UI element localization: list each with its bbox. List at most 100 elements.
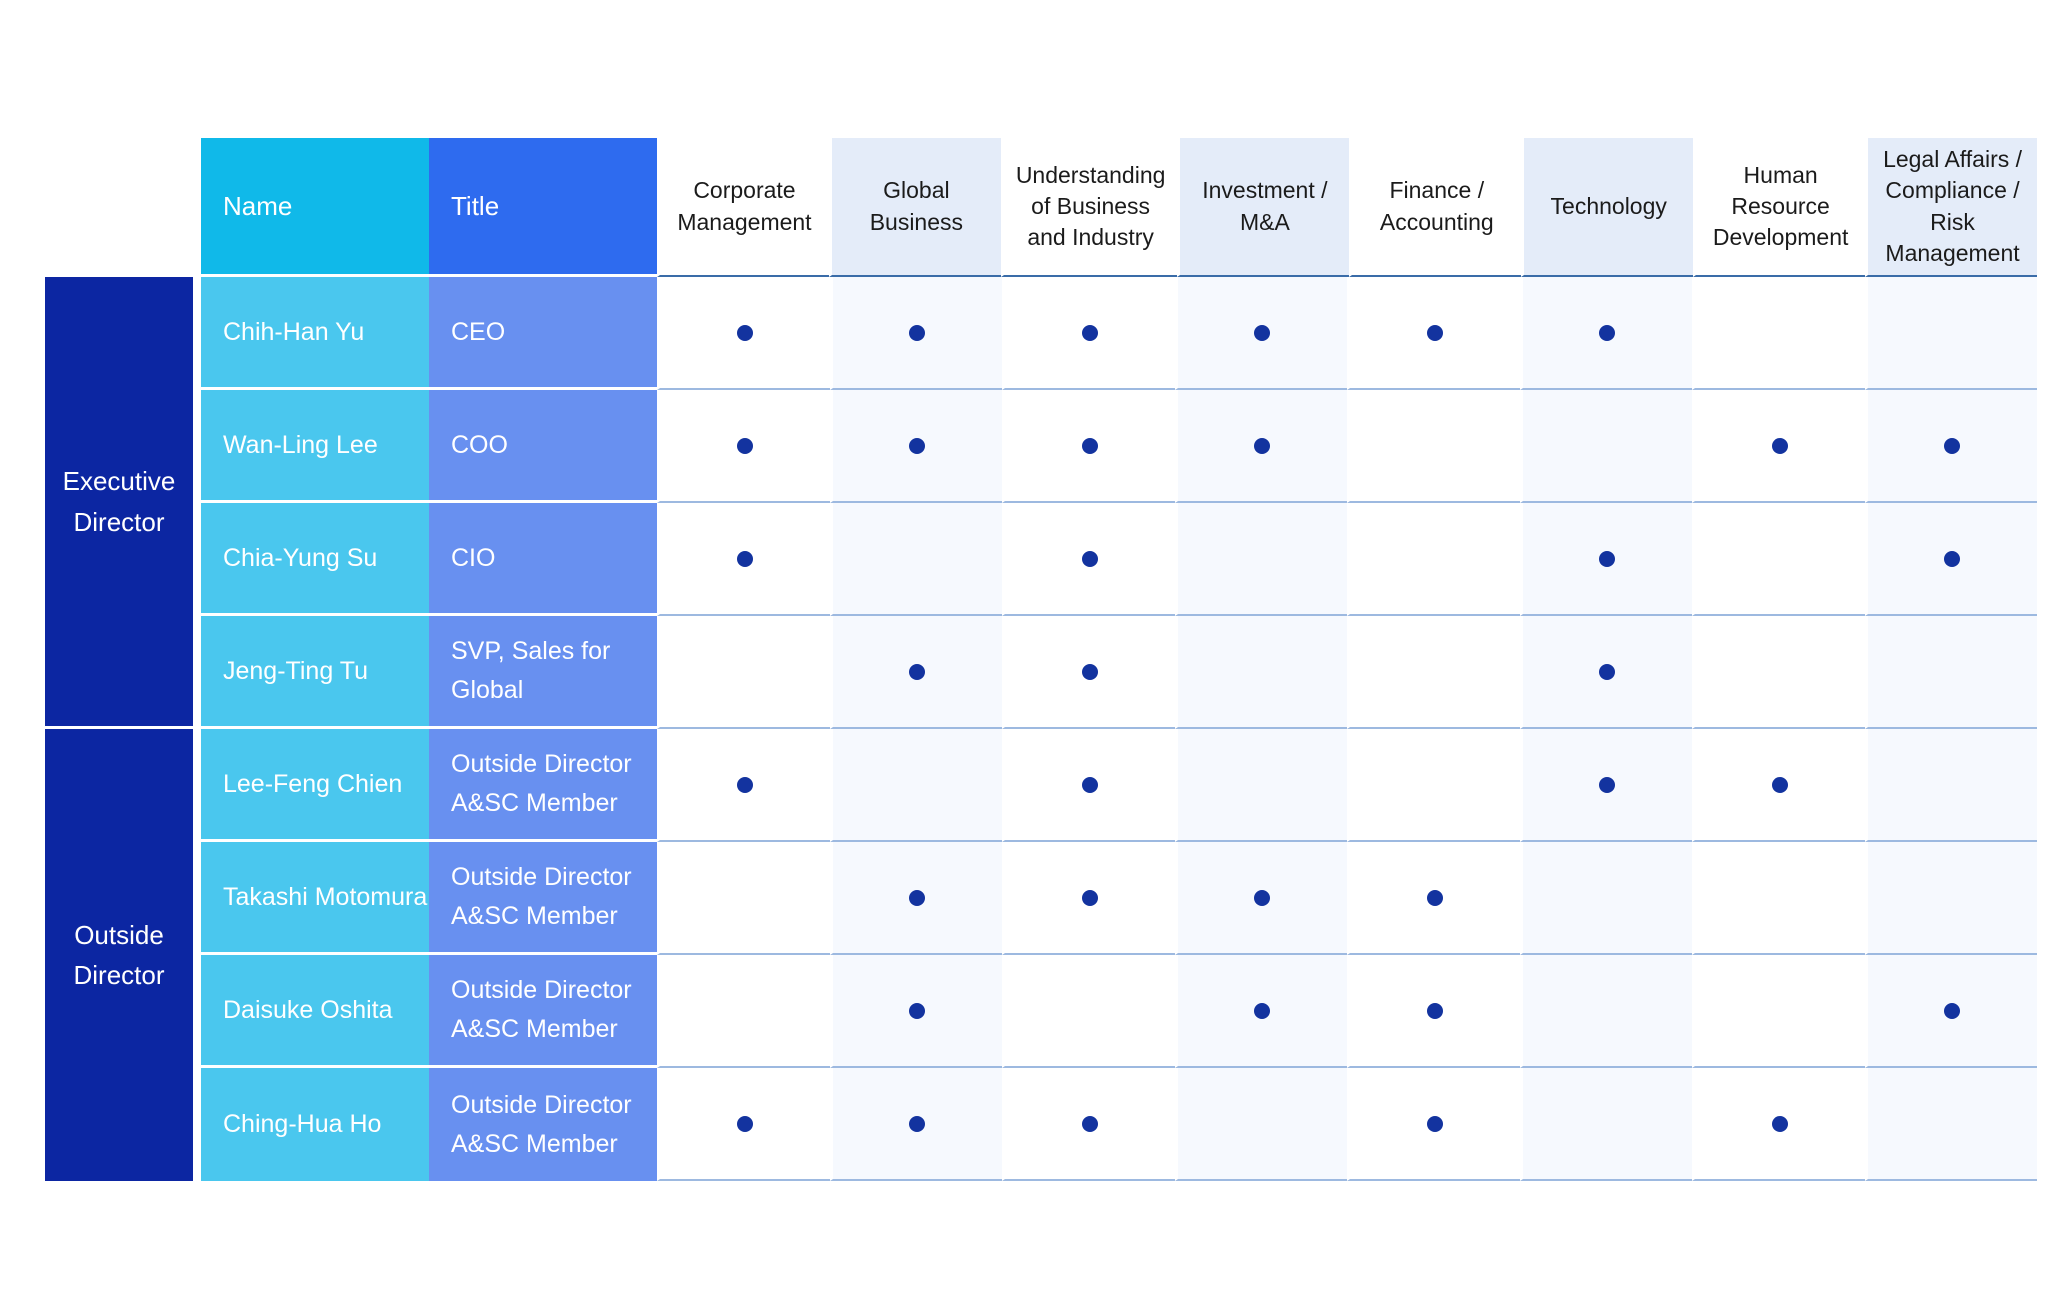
skill-dot — [736, 550, 753, 567]
column-header-legal-affairs: Legal Affairs / Compliance / Risk Manage… — [1865, 138, 2037, 277]
column-header-global-business: Global Business — [828, 138, 1001, 277]
skill-cell — [1174, 390, 1347, 503]
skill-cell — [1347, 729, 1520, 842]
column-header-investment-ma: Investment / M&A — [1177, 138, 1350, 277]
title-cell: CIO — [429, 503, 657, 616]
skill-cell — [1519, 729, 1692, 842]
skill-cell — [1692, 955, 1865, 1068]
skill-cell — [1174, 616, 1347, 729]
title-cell: Outside Director A&SC Member — [429, 955, 657, 1068]
skill-headers-row: Corporate Management Global Business Und… — [657, 138, 2037, 277]
skill-cell — [1174, 1068, 1347, 1181]
skill-dot — [1081, 324, 1098, 341]
skill-dot — [909, 1002, 926, 1019]
skill-row — [657, 729, 2037, 842]
name-cell: Lee-Feng Chien — [201, 729, 429, 842]
skill-dot — [736, 1115, 753, 1132]
skill-cell — [1002, 390, 1175, 503]
column-header-understanding-of-business: Understanding of Business and Industry — [1000, 138, 1178, 277]
skill-cell — [829, 842, 1002, 955]
skill-cell — [829, 1068, 1002, 1181]
skill-cell — [1002, 503, 1175, 616]
column-header-technology: Technology — [1521, 138, 1694, 277]
skill-cell — [657, 390, 830, 503]
name-cell: Chia-Yung Su — [201, 503, 429, 616]
skill-cell — [1692, 842, 1865, 955]
skill-cell — [829, 390, 1002, 503]
skill-dot — [1426, 889, 1443, 906]
skill-cell — [1002, 616, 1175, 729]
skill-cell — [1347, 616, 1520, 729]
skill-cell — [1692, 729, 1865, 842]
skill-cell — [657, 277, 830, 390]
skill-dot — [1081, 889, 1098, 906]
column-header-finance-accounting: Finance / Accounting — [1349, 138, 1522, 277]
skill-cell — [1347, 277, 1520, 390]
column-header-title: Title — [429, 138, 657, 277]
skill-cell — [657, 729, 830, 842]
skill-dot — [909, 663, 926, 680]
skill-dot — [909, 324, 926, 341]
skill-dot — [1599, 324, 1616, 341]
name-cell: Jeng-Ting Tu — [201, 616, 429, 729]
skill-row — [657, 1068, 2037, 1181]
corner-spacer — [45, 138, 201, 277]
skill-dot — [1771, 437, 1788, 454]
skill-cell — [829, 955, 1002, 1068]
skill-cell — [1864, 616, 2037, 729]
column-header-human-resource-development: Human Resource Development — [1693, 138, 1866, 277]
skill-cell — [1347, 1068, 1520, 1181]
skill-cell — [1002, 842, 1175, 955]
skill-dot — [1771, 1115, 1788, 1132]
column-header-corporate-management: Corporate Management — [657, 138, 829, 277]
name-cell: Takashi Motomura — [201, 842, 429, 955]
skill-dot — [1599, 663, 1616, 680]
skill-cell — [1864, 842, 2037, 955]
title-cell: Outside Director A&SC Member — [429, 729, 657, 842]
skill-cell — [1692, 390, 1865, 503]
skill-dot — [1944, 437, 1961, 454]
skill-dot — [1944, 550, 1961, 567]
skill-dot — [1599, 776, 1616, 793]
skill-dot — [1426, 1002, 1443, 1019]
skill-cell — [657, 955, 830, 1068]
title-cell: CEO — [429, 277, 657, 390]
skill-dot — [736, 437, 753, 454]
group-cell-executive-director: Executive Director — [45, 277, 201, 729]
skill-row — [657, 842, 2037, 955]
skill-cell — [1347, 390, 1520, 503]
skill-dot — [1944, 1002, 1961, 1019]
skill-dot — [1081, 1115, 1098, 1132]
name-cell: Wan-Ling Lee — [201, 390, 429, 503]
skill-cell — [1002, 277, 1175, 390]
skill-dot — [736, 776, 753, 793]
skill-dot — [1254, 889, 1271, 906]
skill-cell — [829, 616, 1002, 729]
skill-dot — [909, 889, 926, 906]
skill-cell — [1864, 503, 2037, 616]
name-cell: Chih-Han Yu — [201, 277, 429, 390]
skill-cell — [1174, 955, 1347, 1068]
skill-dot — [1771, 776, 1788, 793]
skill-cell — [1519, 503, 1692, 616]
skill-dot — [1081, 437, 1098, 454]
skill-dot — [1081, 550, 1098, 567]
skill-cell — [657, 842, 830, 955]
name-cell: Ching-Hua Ho — [201, 1068, 429, 1181]
skill-cell — [1174, 277, 1347, 390]
skills-matrix-table: Name Title Corporate Management Global B… — [45, 138, 2037, 1181]
skill-cell — [829, 277, 1002, 390]
skill-dot — [1426, 1115, 1443, 1132]
skill-cell — [1519, 1068, 1692, 1181]
skill-cell — [829, 729, 1002, 842]
skill-dot — [1426, 324, 1443, 341]
skill-cell — [657, 503, 830, 616]
skill-cell — [1347, 955, 1520, 1068]
skill-cell — [1347, 503, 1520, 616]
skill-cell — [1519, 277, 1692, 390]
skill-cell — [1864, 955, 2037, 1068]
skill-cell — [1002, 729, 1175, 842]
group-cell-outside-director: Outside Director — [45, 729, 201, 1181]
skill-cell — [1864, 729, 2037, 842]
skill-dot — [736, 324, 753, 341]
